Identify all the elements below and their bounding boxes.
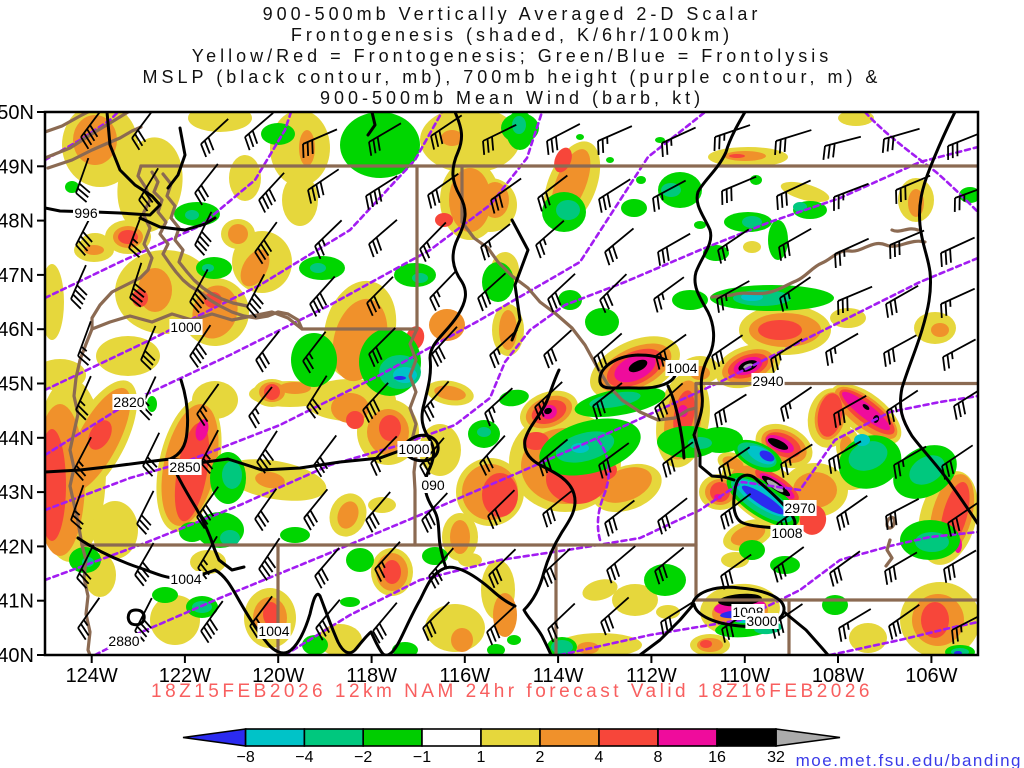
svg-text:−8: −8 [236, 749, 254, 766]
svg-text:2820: 2820 [113, 394, 144, 410]
svg-text:Frontogenesis (shaded, K/6hr/1: Frontogenesis (shaded, K/6hr/100km) [291, 25, 733, 45]
svg-text:2850: 2850 [169, 459, 200, 475]
svg-text:108W: 108W [812, 665, 864, 687]
svg-text:1004: 1004 [258, 623, 289, 639]
svg-text:1000: 1000 [398, 441, 429, 457]
svg-text:44N: 44N [0, 428, 34, 450]
svg-text:2940: 2940 [752, 373, 783, 389]
svg-text:112W: 112W [626, 665, 677, 687]
svg-text:900-500mb Vertically Averaged: 900-500mb Vertically Averaged 2-D Scalar [263, 4, 762, 24]
svg-text:41N: 41N [0, 591, 34, 613]
svg-text:1008: 1008 [771, 525, 802, 541]
svg-text:47N: 47N [0, 265, 34, 287]
svg-text:16: 16 [708, 749, 726, 766]
svg-text:40N: 40N [0, 645, 34, 667]
svg-text:18Z15FEB2026 12km NAM 24hr for: 18Z15FEB2026 12km NAM 24hr forecast Vali… [151, 681, 873, 702]
svg-text:110W: 110W [719, 665, 770, 687]
svg-text:2880: 2880 [108, 633, 139, 649]
svg-text:1004: 1004 [666, 360, 697, 376]
svg-text:118W: 118W [346, 665, 397, 687]
svg-text:32: 32 [767, 749, 785, 766]
svg-text:120W: 120W [252, 665, 304, 687]
svg-text:46N: 46N [0, 319, 34, 341]
svg-text:−4: −4 [295, 749, 313, 766]
svg-text:090: 090 [421, 477, 445, 493]
svg-text:114W: 114W [533, 665, 584, 687]
svg-text:122W: 122W [159, 665, 211, 687]
svg-text:48N: 48N [0, 211, 34, 233]
svg-text:43N: 43N [0, 482, 34, 504]
svg-text:1: 1 [477, 749, 486, 766]
svg-text:moe.met.fsu.edu/banding: moe.met.fsu.edu/banding [796, 751, 1022, 768]
svg-text:Yellow/Red = Frontogenesis; G: Yellow/Red = Frontogenesis; Green/Blue =… [192, 46, 833, 66]
svg-text:50N: 50N [0, 102, 34, 124]
svg-text:116W: 116W [439, 665, 490, 687]
svg-text:2970: 2970 [784, 500, 815, 516]
svg-text:4: 4 [595, 749, 604, 766]
svg-text:8: 8 [654, 749, 663, 766]
svg-text:106W: 106W [905, 665, 957, 687]
svg-text:−2: −2 [354, 749, 372, 766]
svg-text:996: 996 [74, 205, 98, 221]
svg-text:MSLP (black contour, mb), 700m: MSLP (black contour, mb), 700mb height (… [143, 67, 882, 87]
svg-text:42N: 42N [0, 536, 34, 558]
svg-text:49N: 49N [0, 156, 34, 178]
svg-text:124W: 124W [66, 665, 118, 687]
svg-text:3000: 3000 [746, 613, 777, 629]
svg-text:2: 2 [536, 749, 545, 766]
svg-text:900-500mb Mean Wind (barb, kt): 900-500mb Mean Wind (barb, kt) [320, 88, 704, 108]
svg-text:45N: 45N [0, 374, 34, 396]
svg-text:1000: 1000 [170, 319, 201, 335]
svg-text:−1: −1 [413, 749, 431, 766]
svg-text:1004: 1004 [170, 571, 201, 587]
